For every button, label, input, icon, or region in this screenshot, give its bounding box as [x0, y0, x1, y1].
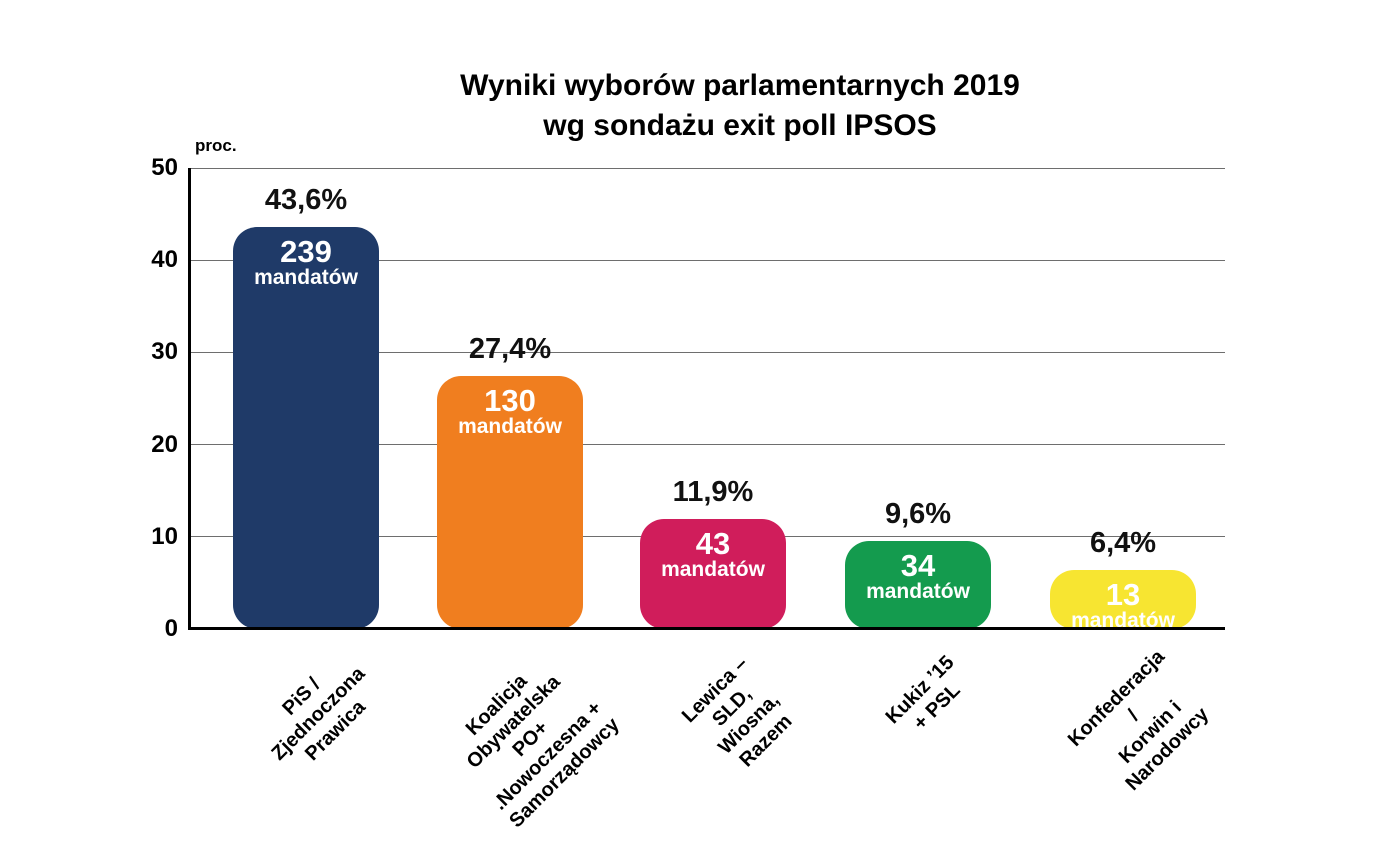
x-axis-line [188, 627, 1225, 630]
bar-seats-word: mandatów [254, 266, 358, 289]
bar-pis: 239 mandatów [233, 227, 379, 629]
y-tick-label-10: 10 [151, 522, 178, 550]
category-label-pis: PiS / Zjednoczona Prawica [267, 662, 370, 766]
chart-title: Wyniki wyborów parlamentarnych 2019 wg s… [80, 66, 1400, 146]
bar-group-konfederacja: 6,4% 13 mandatów Konfederacja / Korwin i… [1050, 527, 1213, 795]
y-tick-label-0: 0 [164, 615, 178, 642]
category-label-kukiz: Kukiz ’15 + PSL [881, 651, 965, 735]
bar-group-lewica: 11,9% 43 mandatów Lewica – SLD, Wiosna, … [640, 476, 797, 771]
bar-percent-label: 43,6% [264, 184, 348, 216]
plot-area: 0 10 20 30 40 50 43,6% 239 mandatów PiS / Zje… [151, 154, 1225, 832]
bar-seats-value: 43 [695, 526, 731, 562]
y-axis-line [188, 168, 191, 629]
bar-seats-word: mandatów [1071, 609, 1175, 632]
gridline-20 [190, 444, 1225, 446]
category-label-konfederacja: Konfederacja / Korwin i Narodowcy [1064, 645, 1214, 796]
bar-kukiz: 34 mandatów [845, 540, 991, 629]
bar-seats-word: mandatów [458, 415, 562, 439]
bar-percent-label: 11,9% [672, 476, 754, 509]
bar-percent-label: 9,6% [884, 497, 952, 530]
bar-seats-word: mandatów [661, 558, 765, 582]
y-tick-label-30: 30 [151, 338, 178, 366]
bar-lewica: 43 mandatów [640, 519, 786, 629]
bar-ko: 130 mandatów [437, 376, 583, 629]
bar-group-kukiz: 9,6% 34 mandatów Kukiz ’15 + PSL [845, 498, 991, 735]
y-tick-label-40: 40 [151, 246, 178, 274]
chart-title-line1: Wyniki wyborów parlamentarnych 2019 [460, 69, 1020, 102]
y-axis-unit-label: proc. [195, 136, 237, 155]
bar-group-ko: 27,4% 130 mandatów Koalicja Obywatelska … [437, 333, 624, 832]
chart-title-line2: wg sondażu exit poll IPSOS [543, 109, 937, 142]
bar-seats-word: mandatów [866, 579, 970, 603]
bar-seats-value: 13 [1105, 577, 1141, 612]
bar-group-pis: 43,6% 239 mandatów PiS / Zjednoczona Pra… [233, 184, 379, 765]
gridline-50 [190, 167, 1225, 169]
gridline-40 [190, 259, 1225, 261]
bar-konfederacja: 13 mandatów [1050, 570, 1196, 632]
y-tick-label-50: 50 [151, 154, 178, 181]
bar-percent-label: 6,4% [1089, 527, 1157, 559]
bar-seats-value: 130 [484, 383, 536, 419]
bar-seats-value: 239 [280, 234, 332, 269]
category-label-ko: Koalicja Obywatelska PO+ .Nowoczesna + S… [462, 670, 625, 833]
gridline-30 [190, 351, 1225, 353]
category-label-lewica: Lewica – SLD, Wiosna, Razem [677, 652, 797, 772]
y-tick-label-20: 20 [151, 430, 178, 458]
bar-percent-label: 27,4% [468, 333, 552, 366]
bar-seats-value: 34 [900, 547, 936, 583]
